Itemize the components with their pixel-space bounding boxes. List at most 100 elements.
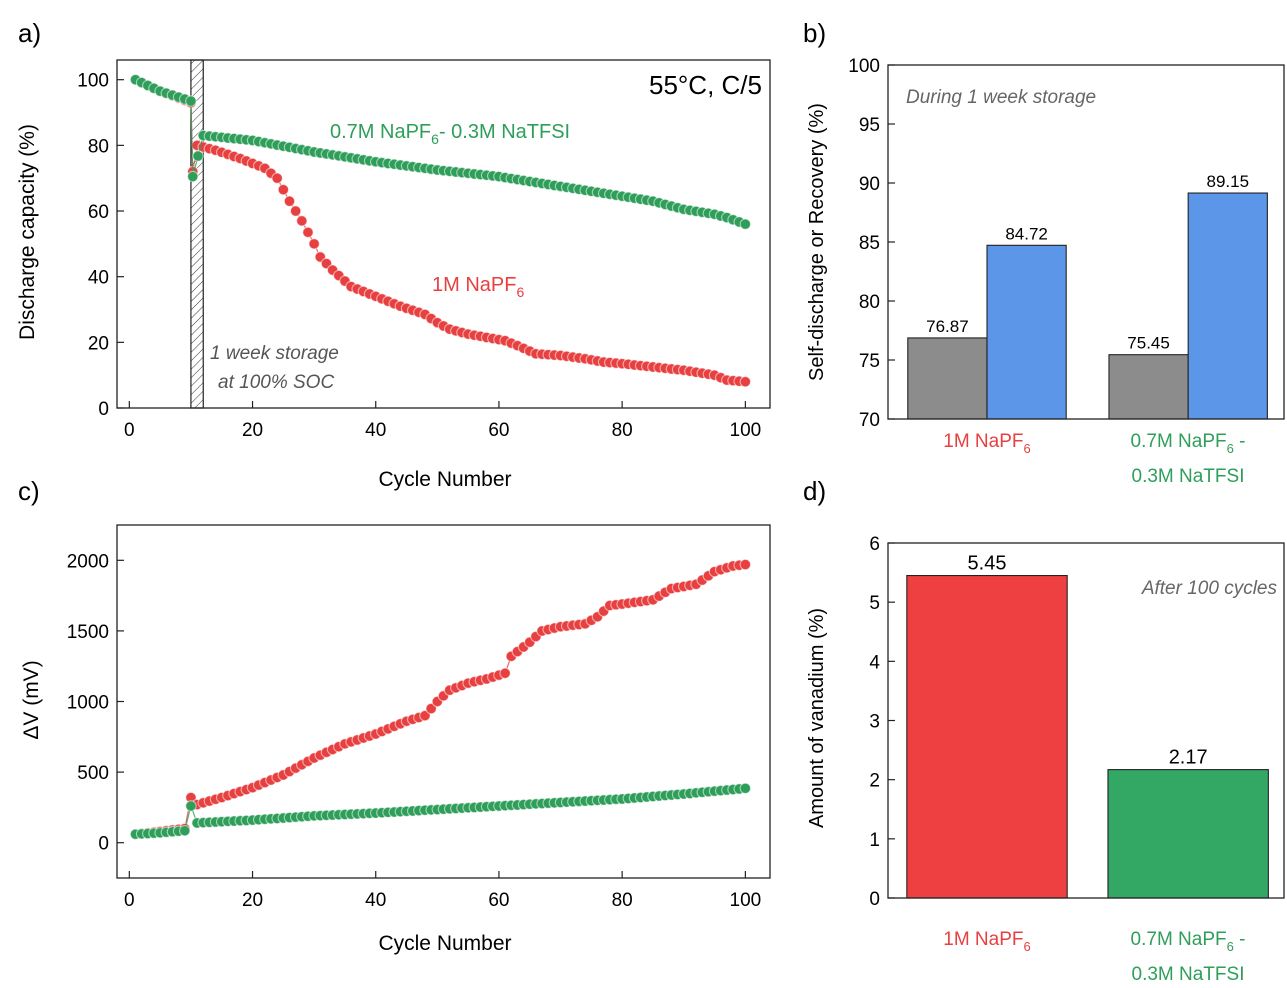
x-tick-label: 60 <box>488 420 509 441</box>
y-tick-label: 60 <box>88 202 109 223</box>
panel-b-category-1: 1M NaPF6 <box>943 431 1030 456</box>
data-point <box>185 95 197 107</box>
data-point <box>739 218 752 230</box>
bar <box>986 244 1067 420</box>
panel-b-frame <box>887 64 1285 420</box>
panel-b-ylabel: Self-discharge or Recovery (%) <box>806 103 828 381</box>
panel-b-ticks: 70 75 80 85 90 95 100 <box>848 56 895 431</box>
y-tick-label: 2000 <box>67 551 109 572</box>
panel-d-category-2: 0.7M NaPF6 - <box>1131 929 1246 954</box>
y-tick-label: 3 <box>869 712 880 733</box>
x-tick-label: 60 <box>488 890 509 911</box>
y-tick-label: 100 <box>77 71 109 92</box>
panel-c-letter: c) <box>18 476 40 506</box>
data-point <box>277 183 290 196</box>
data-point <box>187 170 199 183</box>
y-tick-label: 100 <box>848 56 880 77</box>
data-point <box>739 782 752 795</box>
panel-d-ylabel: Amount of vanadium (%) <box>806 608 828 828</box>
data-point <box>308 238 320 250</box>
x-tick-label: 40 <box>365 890 386 911</box>
data-point <box>185 800 197 812</box>
panel-d-category-1: 1M NaPF6 <box>943 929 1030 954</box>
red-series-label: 1M NaPF6 <box>432 274 524 300</box>
bar-value-label: 2.17 <box>1169 747 1208 769</box>
y-tick-label: 80 <box>88 136 109 157</box>
panel-a: a) 0 20 40 60 80 100 0 20 40 60 80 100 55°C, C/5 0.… <box>16 18 771 491</box>
bar-value-label: 5.45 <box>968 553 1007 575</box>
y-tick-label: 20 <box>88 333 109 354</box>
y-tick-label: 1 <box>869 830 880 851</box>
storage-window <box>190 59 204 409</box>
panel-c-frame <box>116 524 771 879</box>
panel-d-ticks: 0 1 2 3 4 5 6 <box>869 534 895 910</box>
panel-d: d) 0 1 2 3 4 5 6 5.45 2.17 After 100 cycles Amo… <box>803 476 1285 985</box>
data-point <box>302 226 314 239</box>
panel-a-ticks: 0 20 40 60 80 100 0 20 40 60 80 100 <box>77 71 761 441</box>
panel-a-letter: a) <box>18 18 41 48</box>
data-point <box>739 558 752 571</box>
bar-value-label: 76.87 <box>926 317 969 336</box>
bar <box>1107 769 1269 899</box>
panel-a-xlabel: Cycle Number <box>378 468 511 491</box>
panel-d-note: After 100 cycles <box>1141 578 1278 599</box>
y-tick-label: 4 <box>869 652 880 673</box>
y-tick-label: 85 <box>859 233 880 254</box>
bar <box>1108 354 1189 420</box>
bar <box>1187 192 1268 420</box>
panel-b-bars: 76.87 75.45 84.72 89.15 <box>907 172 1268 420</box>
panel-d-category-2-line2: 0.3M NaTFSI <box>1132 964 1245 985</box>
panel-d-bars: 5.45 2.17 <box>906 553 1269 899</box>
panel-a-frame <box>116 59 771 409</box>
data-point <box>739 375 752 388</box>
y-tick-label: 80 <box>859 292 880 313</box>
y-tick-label: 6 <box>869 534 880 555</box>
panel-d-letter: d) <box>803 476 826 506</box>
y-tick-label: 1000 <box>67 693 109 714</box>
panel-b-category-2-line2: 0.3M NaTFSI <box>1132 466 1245 487</box>
bar-value-label: 89.15 <box>1206 172 1249 191</box>
y-tick-label: 0 <box>98 834 109 855</box>
data-point <box>283 195 296 207</box>
y-tick-label: 2 <box>869 771 880 792</box>
data-point <box>179 824 191 837</box>
x-tick-label: 20 <box>242 890 263 911</box>
data-point <box>192 150 204 162</box>
y-tick-label: 0 <box>869 889 880 910</box>
y-tick-label: 75 <box>859 351 880 372</box>
y-tick-label: 5 <box>869 593 880 614</box>
data-point <box>289 205 302 217</box>
storage-label-line2: at 100% SOC <box>218 372 334 393</box>
storage-label-line1: 1 week storage <box>210 343 339 364</box>
y-tick-label: 95 <box>859 115 880 136</box>
x-tick-label: 80 <box>612 420 633 441</box>
panel-c-ylabel: ΔV (mV) <box>20 660 43 739</box>
panel-c-xlabel: Cycle Number <box>378 932 511 955</box>
bar-value-label: 84.72 <box>1005 224 1048 243</box>
panel-c-points <box>129 558 752 840</box>
panel-a-points <box>129 73 752 388</box>
x-tick-label: 20 <box>242 420 263 441</box>
x-tick-label: 100 <box>730 420 762 441</box>
panel-b-category-2: 0.7M NaPF6 - <box>1131 431 1246 456</box>
x-tick-label: 0 <box>124 420 135 441</box>
x-tick-label: 0 <box>124 890 135 911</box>
y-tick-label: 1500 <box>67 622 109 643</box>
y-tick-label: 70 <box>859 410 880 431</box>
x-tick-label: 80 <box>612 890 633 911</box>
bar-value-label: 75.45 <box>1127 334 1170 353</box>
x-tick-label: 100 <box>730 890 762 911</box>
y-tick-label: 40 <box>88 268 109 289</box>
bar <box>906 574 1068 899</box>
bar <box>907 337 988 420</box>
panel-a-ylabel: Discharge capacity (%) <box>16 124 39 340</box>
data-point <box>499 667 511 680</box>
y-tick-label: 0 <box>98 399 109 420</box>
green-series-label: 0.7M NaPF6- 0.3M NaTFSI <box>330 121 570 147</box>
panel-b-letter: b) <box>803 18 826 48</box>
data-point <box>296 215 308 227</box>
